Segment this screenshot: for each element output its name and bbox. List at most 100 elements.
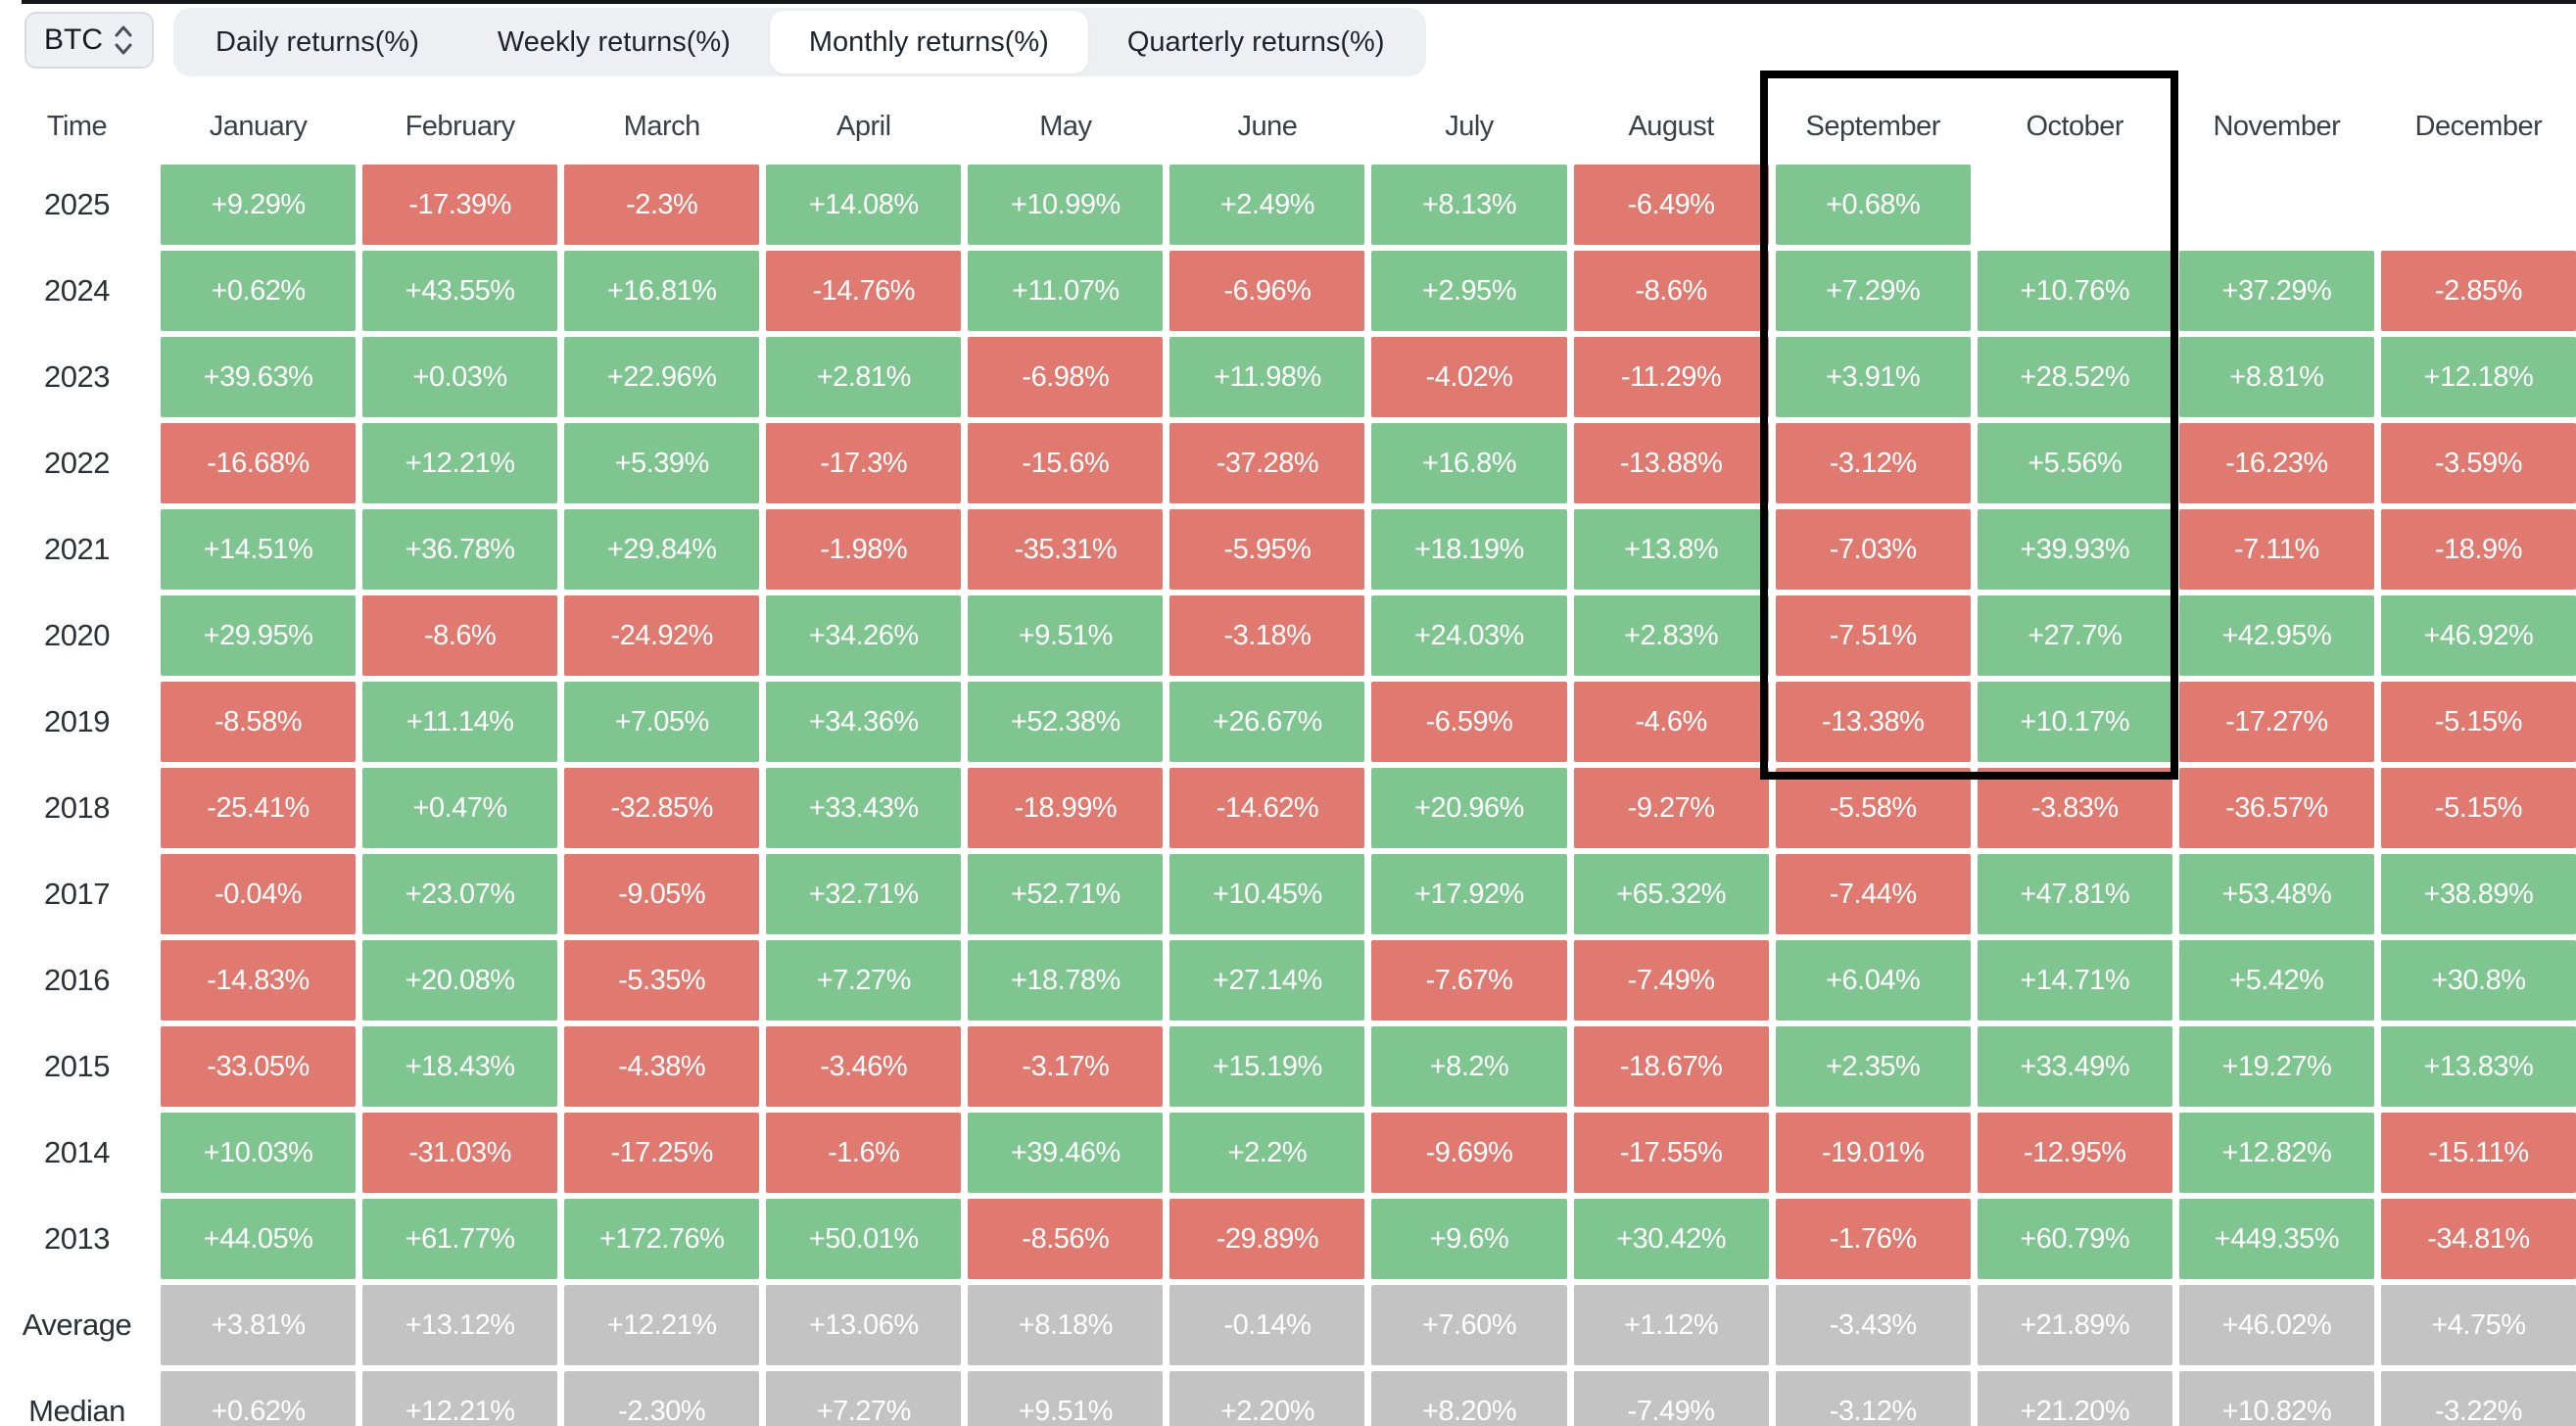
returns-cell: -6.98% <box>968 337 1164 417</box>
returns-cell: +11.14% <box>362 682 558 762</box>
returns-cell: +7.27% <box>766 1371 962 1426</box>
column-header-september: September <box>1805 110 1941 142</box>
returns-cell: -0.14% <box>1169 1285 1365 1365</box>
returns-cell: -17.39% <box>362 165 558 245</box>
returns-cell: -7.03% <box>1775 509 1971 590</box>
returns-cell: +5.56% <box>1977 423 2172 503</box>
returns-cell: +6.04% <box>1775 940 1971 1021</box>
returns-cell: -3.17% <box>968 1026 1164 1107</box>
returns-cell: +17.92% <box>1371 854 1567 934</box>
returns-cell: +7.29% <box>1775 251 1971 331</box>
returns-cell: +52.38% <box>968 682 1164 762</box>
returns-cell: +19.27% <box>2178 1026 2374 1107</box>
returns-cell: -19.01% <box>1775 1113 1971 1193</box>
returns-cell: -7.49% <box>1573 1371 1769 1426</box>
returns-cell: -37.28% <box>1169 423 1365 503</box>
returns-cell: +8.81% <box>2178 337 2374 417</box>
returns-cell: +36.78% <box>362 509 558 590</box>
tab-quarterly-returns[interactable]: Quarterly returns(%) <box>1126 25 1385 58</box>
returns-cell: +0.03% <box>362 337 558 417</box>
returns-cell: +50.01% <box>766 1199 962 1279</box>
returns-cell: +8.20% <box>1371 1371 1567 1426</box>
returns-cell: +46.02% <box>2178 1285 2374 1365</box>
returns-cell: +3.91% <box>1775 337 1971 417</box>
returns-cell: +13.12% <box>362 1285 558 1365</box>
returns-cell: +10.99% <box>968 165 1164 245</box>
returns-cell: -3.43% <box>1775 1285 1971 1365</box>
returns-cell: +9.6% <box>1371 1199 1567 1279</box>
returns-cell: +32.71% <box>766 854 962 934</box>
returns-cell: -5.15% <box>2380 682 2576 762</box>
column-header-july: July <box>1445 110 1494 142</box>
returns-cell: +7.05% <box>564 682 760 762</box>
returns-cell: +43.55% <box>362 251 558 331</box>
returns-cell: +11.07% <box>968 251 1164 331</box>
returns-cell: +42.95% <box>2178 595 2374 676</box>
row-label-2020: 2020 <box>44 618 110 652</box>
returns-cell: +10.76% <box>1977 251 2172 331</box>
row-label-2024: 2024 <box>44 273 110 308</box>
returns-cell: +14.71% <box>1977 940 2172 1021</box>
returns-cell: -16.68% <box>161 423 357 503</box>
returns-cell: +52.71% <box>968 854 1164 934</box>
returns-cell: +24.03% <box>1371 595 1567 676</box>
returns-cell: -2.30% <box>564 1371 760 1426</box>
returns-cell: +13.8% <box>1573 509 1769 590</box>
returns-cell: -5.95% <box>1169 509 1365 590</box>
returns-cell: -13.38% <box>1775 682 1971 762</box>
returns-cell: +27.14% <box>1169 940 1365 1021</box>
returns-cell: -3.12% <box>1775 423 1971 503</box>
returns-cell: +2.2% <box>1169 1113 1365 1193</box>
returns-cell: -8.56% <box>968 1199 1164 1279</box>
returns-cell: +12.21% <box>362 423 558 503</box>
column-header-february: February <box>405 110 516 142</box>
row-label-2016: 2016 <box>44 963 110 997</box>
column-header-march: March <box>623 110 701 142</box>
returns-cell: +34.26% <box>766 595 962 676</box>
row-label-2013: 2013 <box>44 1221 110 1256</box>
row-label-2019: 2019 <box>44 704 110 738</box>
returns-cell: +28.52% <box>1977 337 2172 417</box>
returns-cell: -14.62% <box>1169 768 1365 848</box>
returns-cell: -3.83% <box>1977 768 2172 848</box>
returns-cell: +65.32% <box>1573 854 1769 934</box>
tab-weekly-returns[interactable]: Weekly returns(%) <box>497 25 731 58</box>
row-label-2018: 2018 <box>44 790 110 825</box>
returns-cell: -15.11% <box>2380 1113 2576 1193</box>
column-header-november: November <box>2213 110 2341 142</box>
returns-cell: -4.38% <box>564 1026 760 1107</box>
returns-cell: -4.6% <box>1573 682 1769 762</box>
returns-cell: +10.17% <box>1977 682 2172 762</box>
returns-cell: +21.89% <box>1977 1285 2172 1365</box>
returns-cell: -29.89% <box>1169 1199 1365 1279</box>
returns-cell: -17.55% <box>1573 1113 1769 1193</box>
returns-cell: -9.69% <box>1371 1113 1567 1193</box>
returns-cell: +2.35% <box>1775 1026 1971 1107</box>
returns-cell: -4.02% <box>1371 337 1567 417</box>
asset-select[interactable]: BTC <box>24 12 154 69</box>
returns-cell: +61.77% <box>362 1199 558 1279</box>
returns-cell: +34.36% <box>766 682 962 762</box>
returns-cell: -17.25% <box>564 1113 760 1193</box>
returns-cell: +172.76% <box>564 1199 760 1279</box>
tab-monthly-returns[interactable]: Monthly returns(%) <box>769 11 1088 73</box>
returns-cell: -14.83% <box>161 940 357 1021</box>
returns-cell: +22.96% <box>564 337 760 417</box>
returns-cell: +8.2% <box>1371 1026 1567 1107</box>
row-label-2014: 2014 <box>44 1135 110 1169</box>
returns-cell: +20.08% <box>362 940 558 1021</box>
returns-cell: +0.62% <box>161 1371 357 1426</box>
returns-cell: -2.85% <box>2380 251 2576 331</box>
returns-cell: -9.05% <box>564 854 760 934</box>
returns-cell: +8.18% <box>968 1285 1164 1365</box>
returns-cell: +18.43% <box>362 1026 558 1107</box>
returns-cell: -34.81% <box>2380 1199 2576 1279</box>
returns-cell: +60.79% <box>1977 1199 2172 1279</box>
tab-daily-returns[interactable]: Daily returns(%) <box>215 25 419 58</box>
returns-table: Time January February March April May June July… <box>0 94 2576 1426</box>
returns-cell: -8.58% <box>161 682 357 762</box>
returns-cell: +449.35% <box>2178 1199 2374 1279</box>
returns-cell: +16.8% <box>1371 423 1567 503</box>
returns-cell: -36.57% <box>2178 768 2374 848</box>
returns-cell: +39.46% <box>968 1113 1164 1193</box>
